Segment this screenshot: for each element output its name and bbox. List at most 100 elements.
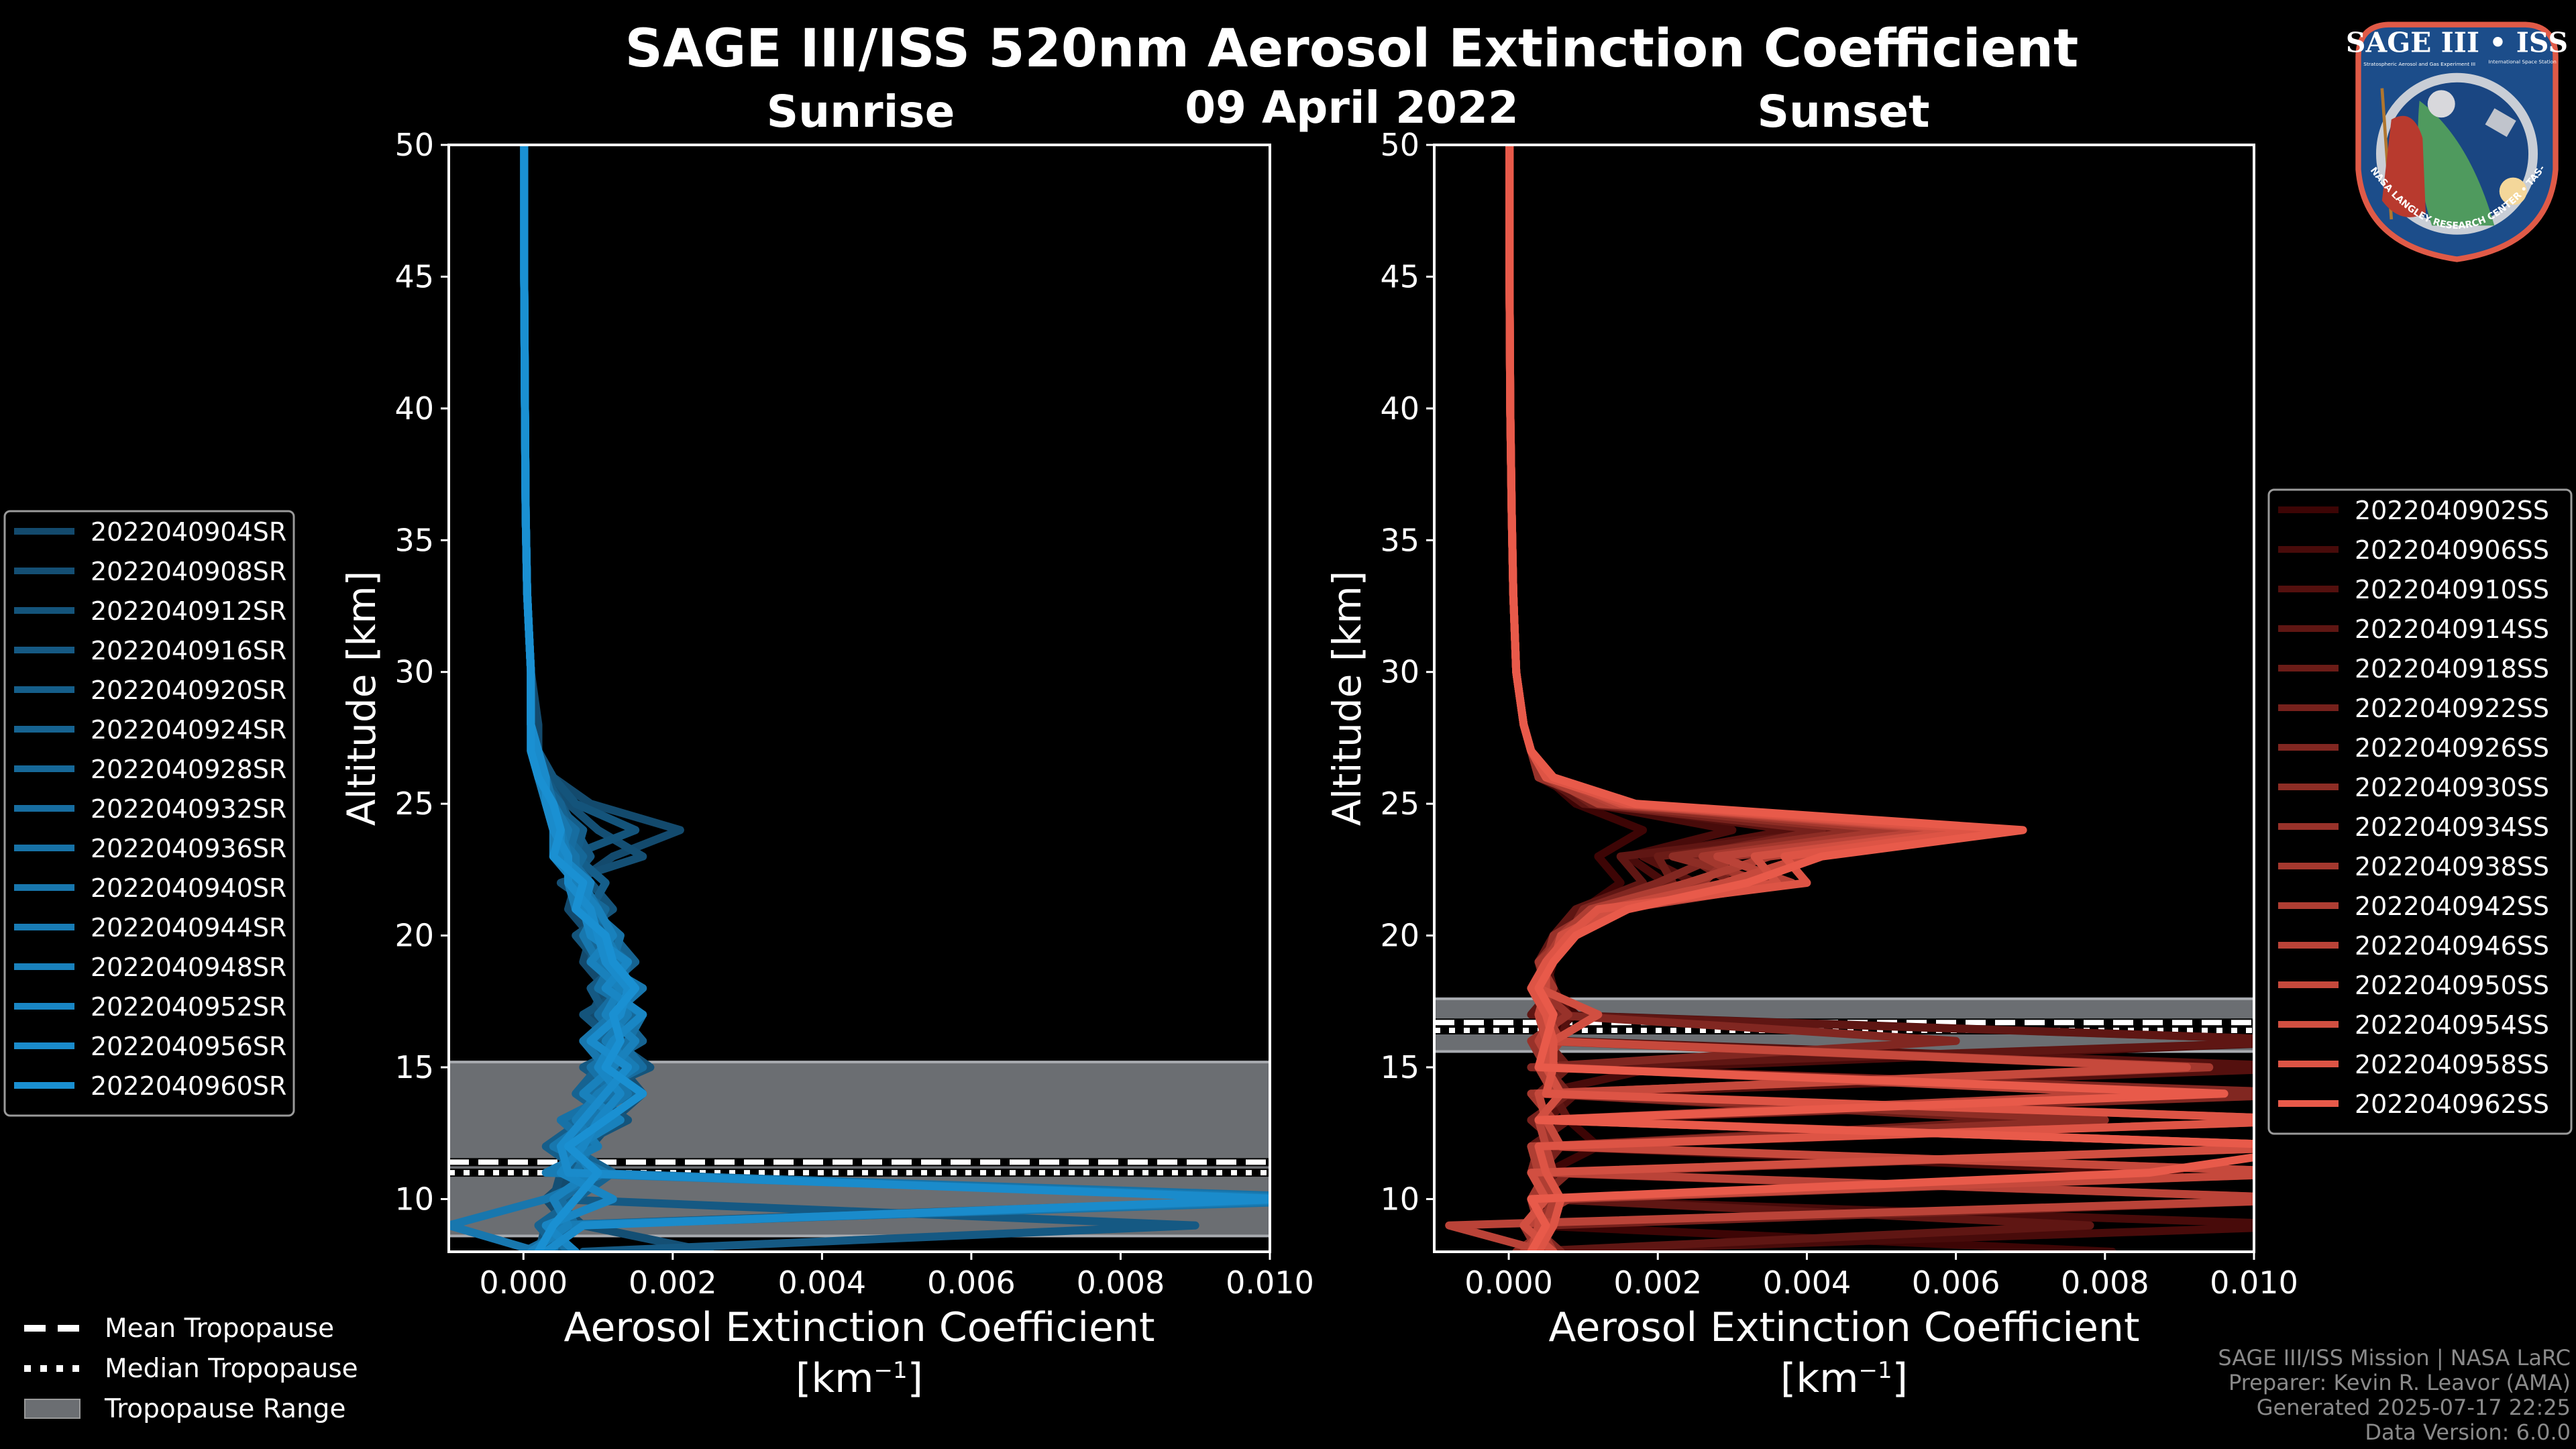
sunset-legend-label: 2022040954SS [2355, 1010, 2549, 1040]
sunrise-legend-label: 2022040904SR [91, 517, 286, 547]
sunrise-x-tick-label: 0.004 [778, 1265, 867, 1301]
sunset-axes-frame [1433, 144, 2255, 1253]
sunset-y-tick-label: 25 [1380, 786, 1419, 822]
sunrise-legend-label: 2022040940SR [91, 873, 286, 903]
sunrise-y-tick-label: 30 [394, 654, 434, 690]
sunset-x-axis-label: Aerosol Extinction Coefficient [1548, 1304, 2140, 1351]
sunrise-y-tick-label: 20 [394, 918, 434, 954]
sage-iii-iss-mission-logo: SAGE III • ISS Stratospheric Aerosol and… [2345, 12, 2568, 262]
sunrise-y-tick-label: 50 [394, 127, 434, 163]
sunrise-x-tick-label: 0.010 [1226, 1265, 1314, 1301]
sunrise-legend-label: 2022040948SR [91, 953, 286, 982]
sunset-y-tick-label: 40 [1380, 390, 1419, 427]
sunset-legend-label: 2022040926SS [2355, 733, 2549, 763]
sunrise-x-tick-label: 0.000 [479, 1265, 568, 1301]
sunrise-legend-label: 2022040944SR [91, 913, 286, 943]
credit-line: Preparer: Kevin R. Leavor (AMA) [2228, 1370, 2571, 1395]
legend-mean-tropopause: Mean Tropopause [24, 1308, 358, 1348]
sunrise-plot-area [449, 145, 1270, 1252]
sunset-y-tick-label: 15 [1380, 1049, 1419, 1085]
sunset-y-tick-label: 10 [1380, 1181, 1419, 1217]
sunset-legend-label: 2022040902SS [2355, 496, 2549, 525]
sunrise-legend-label: 2022040912SR [91, 596, 286, 626]
sunrise-y-tick-label: 25 [394, 786, 434, 822]
sunset-legend-label: 2022040934SS [2355, 812, 2549, 842]
sunset-legend-label: 2022040918SS [2355, 654, 2549, 684]
sunset-legend-label: 2022040962SS [2355, 1089, 2549, 1119]
date-label: 09 April 2022 [1185, 82, 1519, 133]
sunset-x-axis-unit: [km−1] [1780, 1355, 1909, 1402]
legend-label: Tropopause Range [105, 1393, 346, 1424]
legend-label: Mean Tropopause [105, 1313, 335, 1344]
sunset-x-tick-label: 0.008 [2061, 1265, 2149, 1301]
logo-subtitle: Stratospheric Aerosol and Gas Experiment… [2363, 61, 2475, 67]
credit-line: Generated 2025-07-17 22:25 [2256, 1395, 2571, 1420]
sunrise-legend-label: 2022040920SR [91, 676, 286, 705]
sunset-x-tick-label: 0.006 [1912, 1265, 2000, 1301]
sunrise-legend-label: 2022040952SR [91, 992, 286, 1022]
sunrise-legend-label: 2022040956SR [91, 1032, 286, 1061]
sunset-legend-box [2267, 488, 2573, 1135]
sunset-y-axis-label: Altitude [km] [1324, 570, 1370, 826]
credit-line: Data Version: 6.0.0 [2365, 1419, 2571, 1445]
sunrise-profile-2022040960SR [520, 145, 647, 1252]
sunset-y-tick-label: 20 [1380, 918, 1419, 954]
sunrise-legend-label: 2022040908SR [91, 557, 286, 586]
sunrise-legend-box [3, 510, 295, 1117]
sunset-profile-2022040962SS [1505, 145, 2254, 1252]
sunrise-legend-label: 2022040960SR [91, 1071, 286, 1101]
sunrise-y-tick-label: 15 [394, 1049, 434, 1085]
legend-label: Median Tropopause [105, 1353, 358, 1384]
sunset-x-tick-label: 0.010 [2210, 1265, 2298, 1301]
sunrise-legend-label: 2022040916SR [91, 636, 286, 665]
sunset-legend-label: 2022040958SS [2355, 1050, 2549, 1079]
sunset-legend-label: 2022040942SS [2355, 892, 2549, 921]
sunset-y-tick-label: 30 [1380, 654, 1419, 690]
sunrise-x-axis-unit: [km−1] [795, 1355, 924, 1402]
sunrise-x-tick-label: 0.002 [629, 1265, 717, 1301]
credit-line: SAGE III/ISS Mission | NASA LaRC [2218, 1345, 2571, 1371]
sunrise-legend-label: 2022040936SR [91, 834, 286, 863]
credits: SAGE III/ISS Mission | NASA LaRC Prepare… [2218, 1346, 2571, 1445]
sunrise-panel-title: Sunrise [766, 86, 955, 138]
unit-text: km [811, 1355, 874, 1402]
sunrise-legend-label: 2022040928SR [91, 755, 286, 784]
logo-right-text: International Space Station [2489, 58, 2557, 64]
legend-median-tropopause: Median Tropopause [24, 1348, 358, 1389]
sunrise-legend-label: 2022040932SR [91, 794, 286, 824]
sunrise-x-axis-label: Aerosol Extinction Coefficient [564, 1304, 1155, 1351]
sunset-y-tick-label: 45 [1380, 258, 1419, 294]
sunset-x-tick-label: 0.002 [1613, 1265, 1702, 1301]
sunset-legend-label: 2022040938SS [2355, 852, 2549, 881]
sunrise-y-tick-label: 40 [394, 390, 434, 427]
legend-tropopause-range: Tropopause Range [24, 1389, 358, 1429]
sunset-y-tick-label: 50 [1380, 127, 1419, 163]
dashed-line-icon [24, 1325, 80, 1332]
sunset-legend-label: 2022040930SS [2355, 773, 2549, 802]
logo-title: SAGE III • ISS [2346, 27, 2568, 59]
unit-text: km [1796, 1355, 1859, 1402]
chart-title: SAGE III/ISS 520nm Aerosol Extinction Co… [625, 19, 2079, 79]
sunrise-y-axis-label: Altitude [km] [339, 570, 384, 826]
sunset-panel-title: Sunset [1757, 86, 1930, 138]
unit-exponent: −1 [1858, 1357, 1892, 1384]
sunset-x-tick-label: 0.000 [1464, 1265, 1553, 1301]
gray-patch-icon [24, 1399, 80, 1419]
sunrise-y-tick-label: 45 [394, 258, 434, 294]
sunset-legend-label: 2022040910SS [2355, 575, 2549, 604]
sunset-legend-label: 2022040946SS [2355, 931, 2549, 961]
sunrise-axes-frame [447, 144, 1271, 1253]
sunset-legend-label: 2022040914SS [2355, 614, 2549, 644]
sunset-legend-label: 2022040906SS [2355, 535, 2549, 565]
unit-exponent: −1 [873, 1357, 908, 1384]
tropopause-legend: Mean Tropopause Median Tropopause Tropop… [24, 1308, 358, 1429]
sunrise-y-tick-label: 35 [394, 522, 434, 558]
sunset-y-tick-label: 35 [1380, 522, 1419, 558]
sunset-legend-label: 2022040950SS [2355, 971, 2549, 1000]
sunrise-y-tick-label: 10 [394, 1181, 434, 1217]
sunset-x-tick-label: 0.004 [1763, 1265, 1851, 1301]
sunset-legend-label: 2022040922SS [2355, 694, 2549, 723]
dotted-line-icon [24, 1365, 80, 1372]
sunrise-legend-label: 2022040924SR [91, 715, 286, 745]
